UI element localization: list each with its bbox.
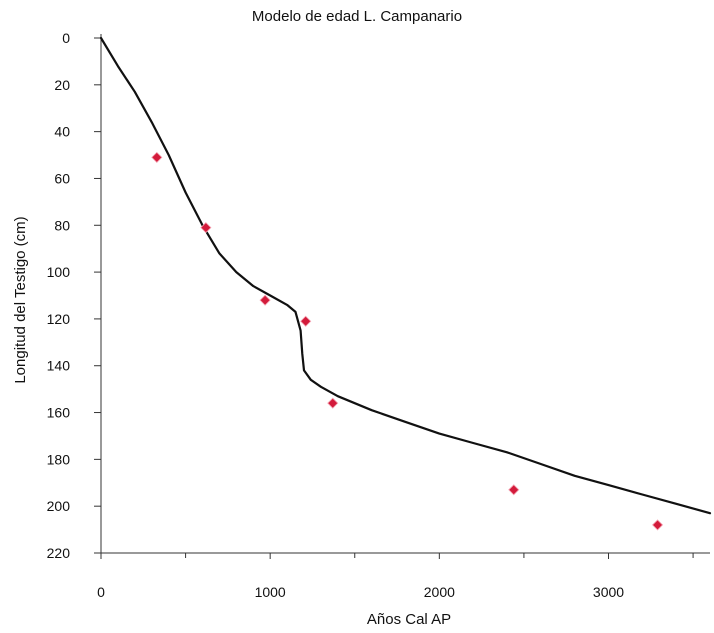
ticks-layer: 0 20 40 60 80 100 120 140 160 180 200 220 0 1000 2000 3… — [47, 30, 694, 600]
y-tick-label: 120 — [47, 311, 71, 327]
dated-sample-marker — [300, 315, 312, 327]
dated-sample-marker — [508, 484, 520, 496]
x-tick-label: 1000 — [255, 584, 286, 600]
x-tick-label: 0 — [97, 584, 105, 600]
y-tick-label: 60 — [54, 170, 70, 186]
dated-sample-marker — [151, 151, 163, 163]
chart-title: Modelo de edad L. Campanario — [252, 8, 462, 25]
y-tick-label: 200 — [47, 498, 71, 514]
y-tick-label: 140 — [47, 358, 71, 374]
y-tick-label: 80 — [54, 217, 70, 233]
y-tick-label: 20 — [54, 77, 70, 93]
y-tick-label: 40 — [54, 124, 70, 140]
y-tick-label: 0 — [62, 30, 70, 46]
age-model-line — [99, 36, 712, 515]
axes-layer — [100, 34, 710, 557]
dated-sample-marker — [327, 397, 339, 409]
y-tick-label: 220 — [47, 545, 71, 561]
y-tick-label: 100 — [47, 264, 71, 280]
y-tick-label: 160 — [47, 405, 71, 421]
x-tick-label: 2000 — [424, 584, 455, 600]
x-tick-label: 3000 — [593, 584, 624, 600]
dated-sample-marker — [651, 519, 664, 531]
y-axis-label: Longitud del Testigo (cm) — [12, 216, 29, 383]
y-tick-label: 180 — [47, 451, 71, 467]
x-axis-label: Años Cal AP — [367, 611, 451, 628]
dated-sample-marker — [200, 222, 212, 234]
dated-sample-marker — [259, 294, 271, 306]
series-layer — [99, 36, 712, 531]
